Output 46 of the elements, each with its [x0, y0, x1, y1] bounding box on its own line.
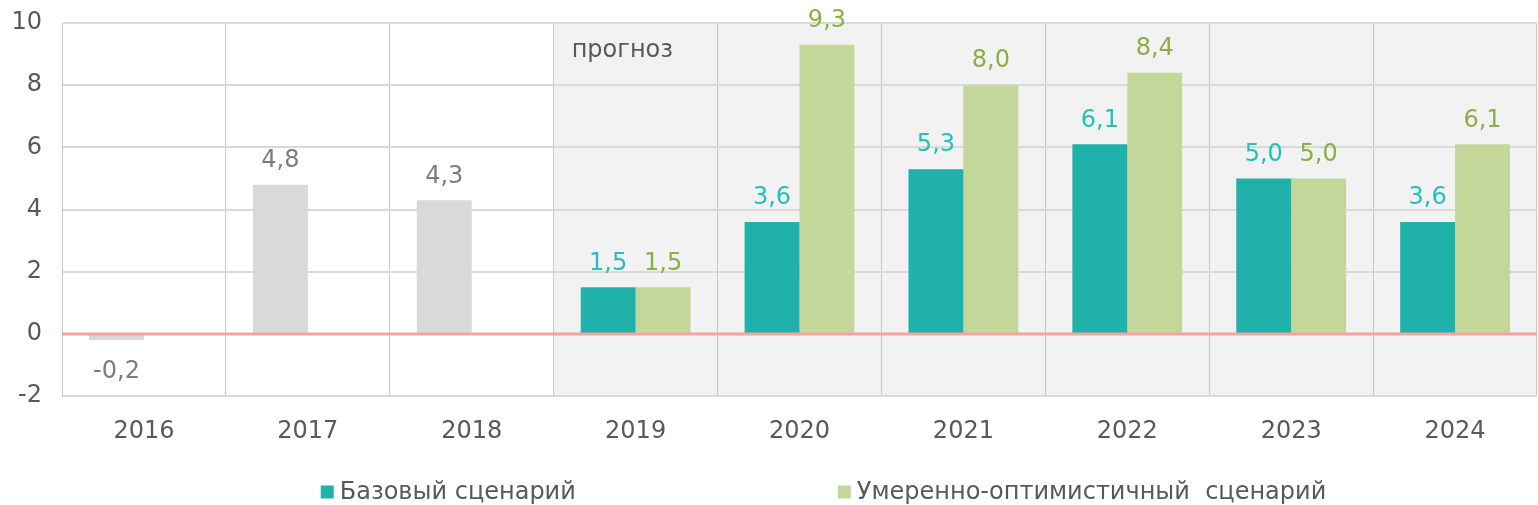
x-tick-label: 2017 — [277, 415, 339, 444]
data-label: -0,2 — [93, 356, 140, 385]
legend-label: Умеренно-оптимистичный сценарий — [856, 477, 1327, 505]
x-tick-label: 2016 — [113, 415, 175, 444]
y-tick-label: 2 — [26, 256, 42, 285]
data-label: 1,5 — [643, 247, 683, 276]
data-label: 1,5 — [589, 247, 628, 276]
data-label: 4,3 — [425, 160, 464, 189]
data-label: 3,6 — [1408, 182, 1447, 211]
bar — [963, 85, 1019, 333]
data-label: 5,0 — [1244, 138, 1283, 167]
y-tick-label: 6 — [26, 131, 42, 160]
legend-label: Базовый сценарий — [339, 477, 576, 505]
bar — [799, 44, 855, 333]
bar — [1291, 178, 1347, 333]
data-label: 6,1 — [1080, 104, 1119, 133]
bar — [580, 287, 636, 333]
data-label: 8,4 — [1135, 32, 1174, 61]
data-label: 3,6 — [752, 182, 792, 211]
data-label: 8,0 — [971, 45, 1010, 74]
y-tick-label: -2 — [18, 380, 42, 409]
x-tick-label: 2023 — [1260, 415, 1322, 444]
x-tick-label: 2024 — [1424, 415, 1486, 444]
x-tick-label: 2021 — [932, 415, 994, 444]
bar — [1236, 178, 1292, 333]
bar — [744, 222, 800, 333]
bar — [1072, 144, 1128, 333]
y-tick-label: 0 — [26, 318, 42, 347]
x-tick-label: 2018 — [441, 415, 503, 444]
data-label: 4,8 — [261, 144, 300, 173]
bar — [1127, 72, 1183, 333]
band-label: прогноз — [571, 35, 674, 64]
bar — [635, 287, 691, 333]
data-label: 9,3 — [807, 5, 847, 33]
bar — [908, 169, 964, 333]
data-label: 5,3 — [916, 129, 956, 158]
y-tick-label: 10 — [11, 7, 42, 36]
x-tick-label: 2019 — [605, 415, 667, 444]
bar — [1455, 144, 1510, 333]
data-label: 5,0 — [1299, 138, 1338, 167]
x-tick-label: 2022 — [1096, 415, 1158, 444]
bar — [1400, 222, 1456, 333]
y-tick-label: 8 — [26, 69, 42, 98]
x-tick-label: 2020 — [768, 415, 831, 444]
y-tick-label: 4 — [26, 193, 42, 222]
data-label: 6,1 — [1463, 104, 1502, 133]
